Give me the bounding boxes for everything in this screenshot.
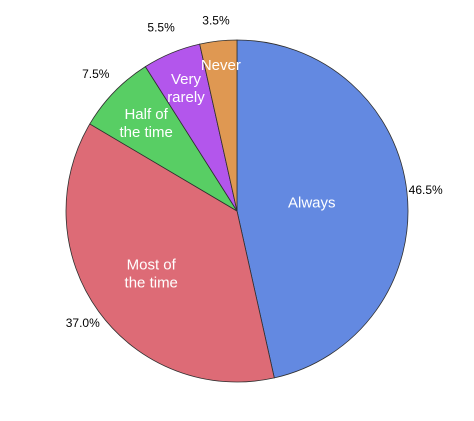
pie-slice-never xyxy=(199,39,238,212)
slice-label-most-of-the-time: Most of the time xyxy=(125,256,178,291)
slice-label-always: Always xyxy=(288,195,336,212)
slice-label-half-of-the-time: Half of the time xyxy=(119,106,172,141)
pie-slice-most-of-the-time xyxy=(65,123,275,383)
slice-label-very-rarely: Very rarely xyxy=(167,71,205,106)
slice-value-most-of-the-time: 37.0% xyxy=(66,316,100,330)
slice-value-very-rarely: 5.5% xyxy=(147,21,175,35)
slice-value-half-of-the-time: 7.5% xyxy=(82,67,110,81)
slice-label-never: Never xyxy=(201,57,241,74)
slice-value-always: 46.5% xyxy=(409,183,443,197)
slice-value-never: 3.5% xyxy=(202,14,230,28)
pie-slice-always xyxy=(236,39,409,379)
